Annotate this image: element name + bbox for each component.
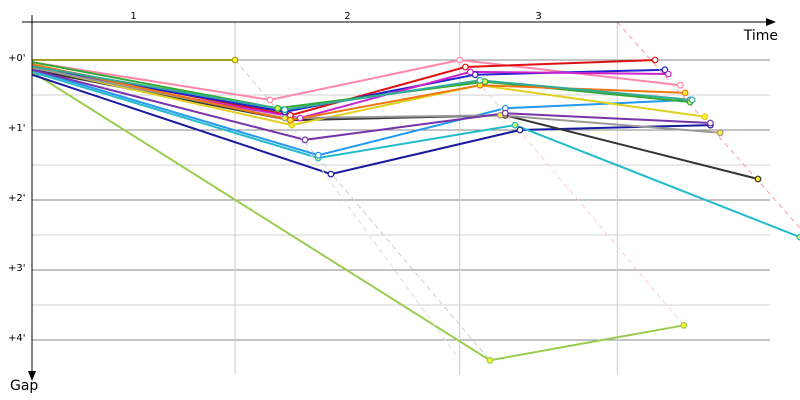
point — [688, 96, 696, 104]
point — [466, 68, 474, 76]
point — [266, 96, 274, 104]
lap-label: 1 — [130, 11, 136, 22]
point — [664, 70, 672, 78]
guide-line — [234, 59, 491, 361]
point — [274, 104, 282, 112]
series-line — [31, 68, 691, 157]
y-tick-label: +4' — [8, 333, 26, 344]
point — [680, 321, 688, 329]
point — [281, 106, 289, 114]
series-line — [31, 71, 684, 362]
point — [796, 233, 800, 241]
point — [516, 126, 524, 134]
series-line — [31, 66, 721, 134]
point — [701, 113, 709, 121]
series-line — [31, 66, 705, 127]
series-line — [31, 73, 711, 176]
point — [286, 116, 294, 124]
point — [486, 356, 494, 364]
y-tick-label: +0' — [8, 53, 26, 64]
lap-label: 3 — [535, 11, 541, 22]
point — [476, 76, 484, 84]
point — [661, 66, 669, 74]
point — [281, 114, 289, 122]
point — [456, 56, 464, 64]
x-axis-label: Time — [743, 28, 778, 44]
point — [301, 136, 309, 144]
point — [681, 89, 689, 97]
point — [511, 121, 519, 129]
point — [676, 81, 684, 89]
point — [651, 56, 659, 64]
point — [327, 170, 335, 178]
series-line — [31, 70, 800, 239]
point — [461, 63, 469, 71]
y-tick-label: +3' — [8, 263, 26, 274]
guide-line — [459, 59, 685, 326]
y-tick-label: +1' — [8, 123, 26, 134]
point — [296, 114, 304, 122]
guide-line — [299, 139, 461, 361]
grid — [32, 22, 770, 375]
point — [231, 56, 239, 64]
series-line — [31, 68, 711, 141]
y-axis-label: Gap — [10, 378, 38, 394]
lap-label: 2 — [344, 11, 350, 22]
point — [471, 71, 479, 79]
point — [716, 129, 724, 137]
y-tick-label: +2' — [8, 193, 26, 204]
point — [754, 175, 762, 183]
series-line — [31, 65, 693, 111]
lines — [31, 21, 800, 364]
point — [706, 119, 714, 127]
point — [314, 151, 322, 159]
point — [501, 109, 509, 117]
